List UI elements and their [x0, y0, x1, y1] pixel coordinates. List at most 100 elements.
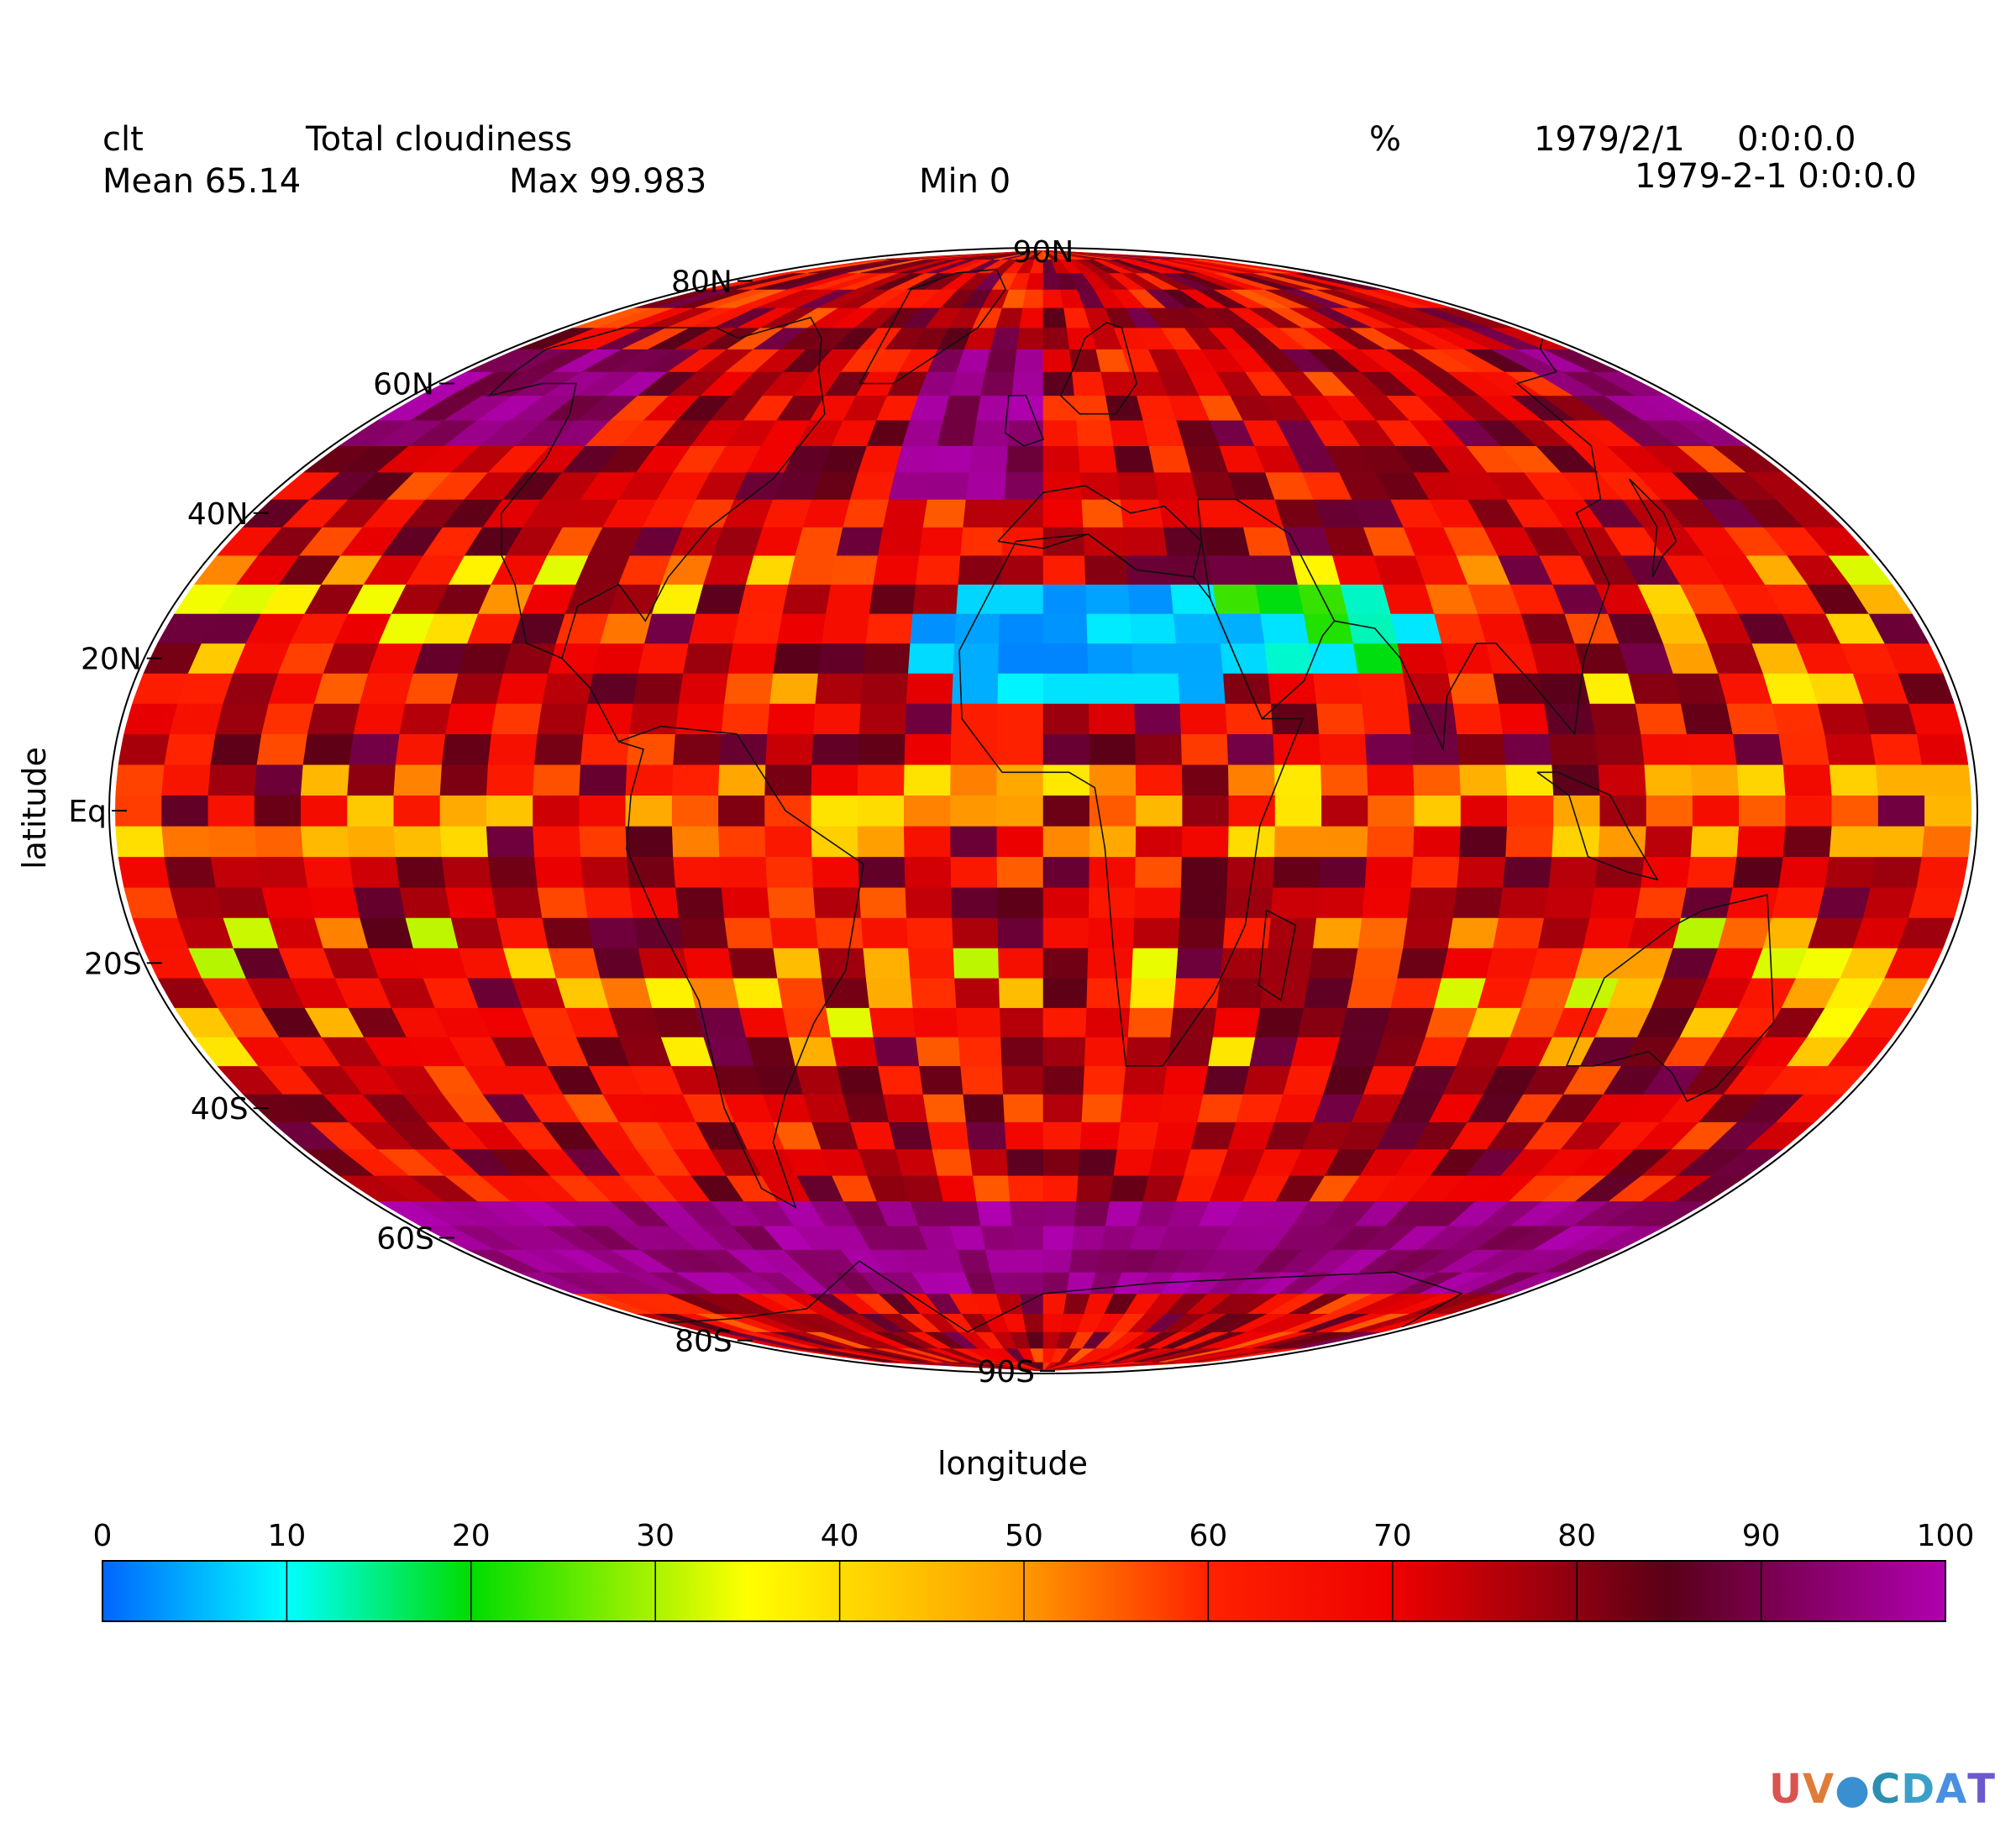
cloud-cell	[858, 733, 906, 765]
cloud-cell	[1493, 917, 1545, 948]
cloud-cell	[863, 643, 911, 674]
cloud-cell	[764, 764, 813, 796]
cloud-cell	[863, 948, 911, 979]
coastline	[1334, 338, 1610, 753]
cloud-cell	[644, 977, 696, 1008]
north-pole-label: 90N	[1013, 235, 1074, 270]
cloud-cell	[815, 917, 864, 948]
cloud-cell	[1042, 977, 1089, 1008]
cloud-cell	[115, 825, 165, 858]
cloud-cell	[695, 584, 747, 614]
cloud-cell	[903, 825, 952, 858]
cloud-cell	[738, 1007, 790, 1037]
cloud-cell	[1074, 1200, 1110, 1226]
uvcdat-logo: UV●CDAT	[1769, 1766, 1996, 1813]
cloud-cell	[353, 887, 407, 918]
cloud-cell	[906, 917, 954, 948]
cloud-cell	[625, 795, 673, 827]
cloud-cell	[877, 527, 924, 556]
max-label: Max 99.983	[509, 162, 707, 201]
cloud-cell	[927, 1121, 970, 1150]
cloud-cell	[583, 703, 634, 735]
cloud-cell	[1270, 887, 1320, 918]
cloud-cell	[1817, 887, 1872, 918]
cloud-cell	[843, 1094, 890, 1122]
cloud-cell	[1042, 499, 1084, 528]
cloud-cell	[1362, 703, 1412, 735]
cloud-cell	[1011, 1225, 1044, 1250]
logo-letter: D	[1901, 1766, 1936, 1813]
cloud-cell	[907, 948, 955, 979]
cloud-cell	[1086, 977, 1132, 1008]
cloud-cell	[1116, 471, 1160, 500]
cloud-cell	[1778, 856, 1830, 888]
cloud-cell	[1088, 673, 1135, 704]
cloud-cell	[1203, 527, 1251, 556]
cloud-cell	[1180, 856, 1229, 888]
cloud-cell	[1916, 733, 1969, 765]
cloud-cell	[1109, 1175, 1150, 1202]
coastline	[1565, 894, 1775, 1102]
cloud-cell	[1004, 1121, 1044, 1150]
cloud-cell	[548, 643, 601, 674]
cloud-cell	[1131, 643, 1179, 674]
cloud-cell	[302, 856, 354, 888]
cloud-cell	[458, 948, 512, 979]
cloud-cell	[1441, 948, 1494, 979]
cloud-cell	[1686, 856, 1738, 888]
cloud-cell	[1216, 977, 1265, 1008]
cloud-cell	[1042, 1175, 1079, 1202]
datetime-label: 1979-2-1 0:0:0.0	[1635, 157, 1917, 196]
cloud-cell	[1042, 1272, 1070, 1295]
cloud-cell	[1498, 703, 1550, 735]
cloud-cell	[1692, 795, 1740, 827]
cloud-cell	[1908, 703, 1963, 735]
cloud-cell	[1227, 825, 1276, 858]
cloud-cell	[1130, 977, 1177, 1008]
cloud-cell	[767, 887, 816, 918]
cloud-cell	[950, 764, 998, 796]
cloud-cell	[919, 527, 964, 556]
cloud-cell	[1772, 887, 1825, 918]
cloud-cell	[688, 613, 740, 644]
cloud-cell	[811, 856, 860, 888]
cloud-cell	[1042, 1225, 1075, 1250]
logo-letter: A	[1935, 1766, 1968, 1813]
variable-long-name: Total cloudiness	[306, 120, 573, 159]
cloud-cell	[347, 795, 395, 827]
cloud-cell	[300, 795, 348, 827]
cloud-cell	[822, 613, 870, 644]
cloud-cell	[579, 825, 627, 858]
cloud-cell	[593, 643, 645, 674]
cloud-cell	[1457, 856, 1506, 888]
cloud-cell	[777, 613, 827, 644]
cloud-cell	[718, 825, 766, 858]
cloud-cell	[1313, 917, 1362, 948]
cloud-cell	[1321, 795, 1368, 827]
cloud-cell	[1179, 703, 1228, 735]
cloud-cell	[1537, 917, 1591, 948]
x-axis-title: longitude	[937, 1445, 1089, 1482]
cloud-cell	[123, 887, 178, 918]
cloud-cell	[673, 856, 722, 888]
cloud-cell	[1340, 584, 1392, 614]
cloud-cell	[960, 527, 1004, 556]
cloud-cell	[724, 673, 774, 704]
cloud-cell	[765, 733, 814, 765]
cloud-cell	[1644, 825, 1693, 858]
cloud-cell	[1319, 856, 1368, 888]
cloud-cell	[732, 613, 784, 644]
cloud-cell	[1148, 1148, 1192, 1176]
cloud-cell	[1005, 1148, 1044, 1176]
cloud-cell	[537, 887, 589, 918]
cloud-cell	[1273, 856, 1321, 888]
cloud-cell	[782, 584, 832, 614]
cloud-cell	[1264, 643, 1314, 674]
cloud-cell	[445, 703, 497, 735]
cloud-cell	[254, 764, 304, 796]
cloud-cell	[1182, 795, 1230, 827]
cloud-cell	[764, 825, 813, 858]
units-label: %	[1369, 120, 1402, 159]
cloud-cell	[496, 917, 549, 948]
cloud-cell	[905, 887, 953, 918]
